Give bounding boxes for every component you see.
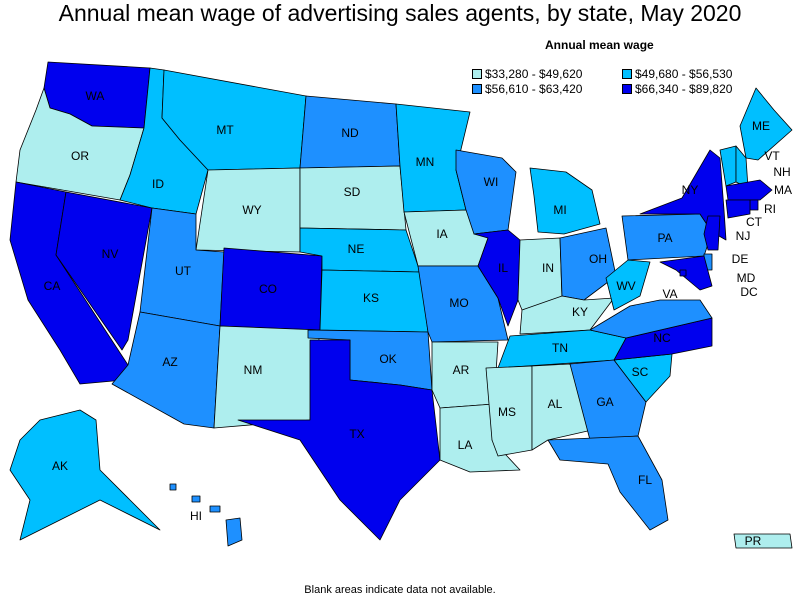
state-label-ms: MS [498,405,516,419]
legend-label: $66,340 - $89,820 [635,82,733,96]
state-nj [703,215,721,251]
map-title: Annual mean wage of advertising sales ag… [58,0,742,26]
legend-label: $56,610 - $63,420 [485,82,583,96]
state-label-vt: VT [764,149,780,163]
state-label-wv: WV [616,279,635,293]
state-label-nm: NM [244,363,263,377]
state-label-me: ME [752,119,770,133]
state-tx [237,339,441,541]
state-label-ak: AK [52,459,68,473]
state-ak [9,409,161,541]
state-label-ar: AR [453,363,470,377]
state-label-mn: MN [416,155,435,169]
state-label-mi: MI [553,203,566,217]
state-vt [719,145,737,187]
legend-label: $33,280 - $49,620 [485,67,583,81]
state-label-az: AZ [162,355,177,369]
state-wv [605,259,651,311]
state-label-la: LA [458,438,473,452]
state-label-co: CO [259,282,277,296]
state-label-wa: WA [86,89,105,103]
state-label-or: OR [71,149,89,163]
state-hi [169,483,243,547]
state-label-dc: DC [740,285,758,299]
state-label-ca: CA [44,279,61,293]
legend-item-bin-3: $66,340 - $89,820 [622,82,732,96]
state-label-al: AL [548,397,563,411]
state-label-nj: NJ [736,229,751,243]
state-label-va: VA [662,287,677,301]
state-label-tx: TX [349,427,364,441]
state-label-nv: NV [102,247,119,261]
legend-item-bin-2: $56,610 - $63,420 [472,82,582,96]
state-nm [213,325,321,429]
state-label-ma: MA [774,183,792,197]
state-label-mo: MO [449,296,468,310]
legend-item-bin-0: $33,280 - $49,620 [472,67,582,81]
legend-item-bin-1: $49,680 - $56,530 [622,67,732,81]
state-label-tn: TN [552,341,568,355]
state-label-id: ID [152,177,164,191]
state-ma [725,179,773,201]
state-label-ia: IA [436,227,447,241]
state-ms [485,365,533,457]
state-label-in: IN [542,261,554,275]
state-label-nh: NH [773,165,790,179]
state-label-md: MD [737,271,756,285]
state-label-mt: MT [216,123,234,137]
legend-swatch [472,69,482,79]
legend-label: $49,680 - $56,530 [635,67,733,81]
legend-swatch [622,69,632,79]
state-mi [529,167,601,235]
legend-swatch [622,84,632,94]
state-label-ri: RI [764,202,776,216]
state-label-ks: KS [363,291,379,305]
state-label-sd: SD [344,185,361,199]
state-label-ky: KY [572,305,588,319]
legend-swatch [472,84,482,94]
state-label-wi: WI [484,175,499,189]
state-fl [547,435,669,531]
state-nv [55,191,153,351]
state-label-sc: SC [632,365,649,379]
state-ga [569,359,647,441]
state-ct [725,199,751,219]
footnote: Blank areas indicate data not available. [304,584,496,596]
state-label-ga: GA [596,395,613,409]
state-label-pr: PR [745,534,762,548]
state-label-fl: FL [638,473,652,487]
state-label-il: IL [498,261,508,275]
state-pr [733,533,793,549]
state-oh [559,227,617,301]
state-label-ny: NY [682,183,699,197]
state-label-ok: OK [379,352,396,366]
legend-title: Annual mean wage [545,38,654,52]
state-label-oh: OH [589,252,607,266]
state-ri [749,199,759,211]
state-ny [639,149,727,241]
state-dc [679,269,687,277]
state-label-de: DE [732,252,749,266]
state-label-wy: WY [242,203,261,217]
state-label-ut: UT [175,264,192,278]
state-label-ne: NE [348,242,365,256]
state-label-nc: NC [653,331,671,345]
state-label-ct: CT [746,215,763,229]
state-il [473,229,521,327]
state-label-nd: ND [341,126,359,140]
state-va [589,299,713,339]
state-label-hi: HI [190,509,202,523]
state-label-pa: PA [657,231,672,245]
